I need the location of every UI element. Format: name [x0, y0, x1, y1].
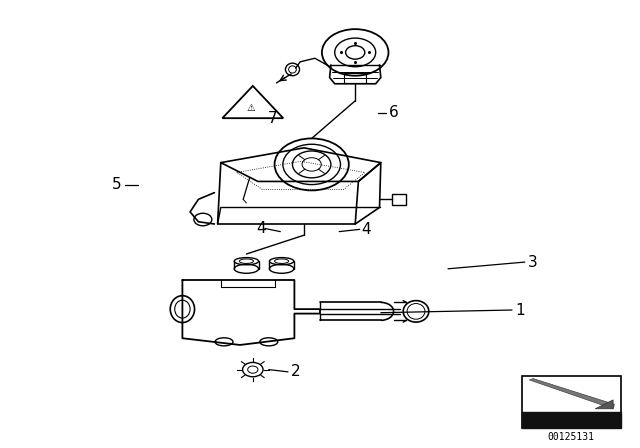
Text: 2: 2: [291, 364, 301, 379]
Polygon shape: [529, 379, 614, 409]
Text: 1: 1: [515, 302, 525, 318]
Bar: [522, 376, 621, 428]
Text: 3: 3: [528, 254, 538, 270]
Text: 4: 4: [362, 222, 371, 237]
Text: 7: 7: [268, 111, 277, 126]
Polygon shape: [595, 400, 613, 409]
Text: 6: 6: [388, 105, 398, 121]
Text: ⚠: ⚠: [246, 103, 255, 112]
Bar: [522, 412, 621, 428]
Text: 00125131: 00125131: [548, 432, 595, 442]
Text: 5: 5: [112, 177, 122, 192]
Text: 4: 4: [256, 221, 266, 236]
Bar: [392, 194, 406, 205]
